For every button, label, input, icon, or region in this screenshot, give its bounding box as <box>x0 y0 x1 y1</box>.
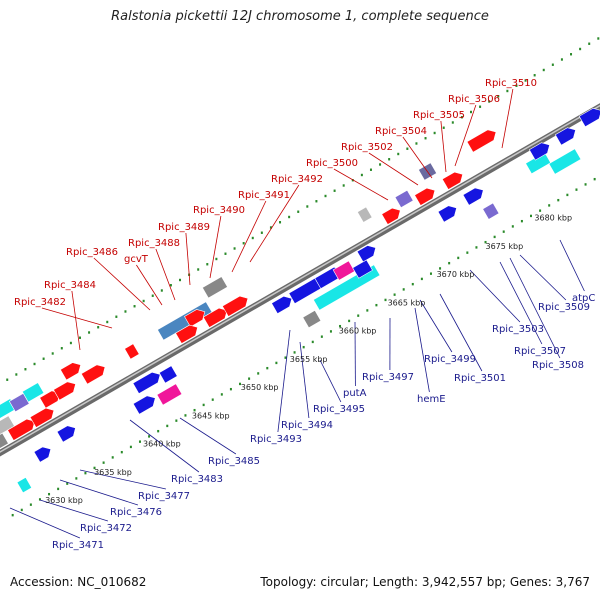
tick-label-4: 3650 kbp <box>241 383 279 392</box>
gene-feature-17 <box>221 295 249 317</box>
gene-feature-5 <box>53 381 76 401</box>
gene-feature-9 <box>29 407 55 428</box>
forward-label-2: Rpic_3486 <box>66 247 118 258</box>
forward-label-13: Rpic_3506 <box>448 94 500 105</box>
tick-label-0: 3630 kbp <box>45 496 83 505</box>
reverse-label-2: Rpic_3476 <box>110 507 162 518</box>
kbp-ticks: 3630 kbp 3635 kbp 3640 kbp 3645 kbp 3650 kbp… <box>45 214 572 506</box>
reverse-label-17: Rpic_3509 <box>538 302 590 313</box>
tick-label-5: 3655 kbp <box>290 355 328 364</box>
tick-label-8: 3670 kbp <box>437 270 475 279</box>
accession-text: Accession: NC_010682 <box>10 575 147 589</box>
label-leaders <box>9 88 585 539</box>
tick-label-3: 3645 kbp <box>192 411 230 420</box>
reverse-label-5: Rpic_3485 <box>208 456 260 467</box>
gene-feature-25 <box>271 295 293 315</box>
gene-feature-10 <box>0 432 9 449</box>
gene-feature-40 <box>462 187 484 206</box>
gene-feature-11 <box>124 343 140 360</box>
tick-label-7: 3665 kbp <box>388 298 426 307</box>
forward-label-6: Rpic_3490 <box>193 205 245 216</box>
forward-label-14: Rpic_3510 <box>485 78 537 89</box>
tick-label-1: 3635 kbp <box>94 468 132 477</box>
gene-feature-41 <box>437 205 457 223</box>
gene-feature-22 <box>56 425 76 443</box>
reverse-label-9: putA <box>343 388 367 399</box>
gene-feature-47 <box>578 107 600 128</box>
reverse-label-13: Rpic_3501 <box>454 373 506 384</box>
gene-feature-24 <box>16 476 33 494</box>
gene-feature-15 <box>175 324 198 344</box>
topology-summary: Topology: circular; Length: 3,942,557 bp… <box>260 575 590 589</box>
forward-label-12: Rpic_3505 <box>413 110 465 121</box>
reverse-label-8: Rpic_3495 <box>313 404 365 415</box>
gene-feature-3 <box>21 382 45 403</box>
reverse-label-6: Rpic_3493 <box>250 434 302 445</box>
tick-label-6: 3660 kbp <box>339 327 377 336</box>
reverse-label-3: Rpic_3477 <box>138 491 190 502</box>
gene-feature-18 <box>132 371 161 395</box>
gene-feature-23 <box>33 446 52 463</box>
reverse-label-11: hemE <box>417 394 446 405</box>
forward-label-4: Rpic_3488 <box>128 238 180 249</box>
gene-feature-2 <box>8 392 30 413</box>
reverse-label-10: Rpic_3497 <box>362 372 414 383</box>
position-dots <box>6 37 600 517</box>
reverse-label-4: Rpic_3483 <box>171 474 223 485</box>
forward-label-9: Rpic_3500 <box>306 158 358 169</box>
reverse-label-12: Rpic_3499 <box>424 354 476 365</box>
reverse-label-0: Rpic_3471 <box>52 540 104 551</box>
forward-label-5: Rpic_3489 <box>158 222 210 233</box>
gene-feature-16 <box>202 307 228 328</box>
gene-feature-21 <box>158 365 178 384</box>
map-title: Ralstonia pickettii 12J chromosome 1, co… <box>111 9 489 24</box>
gene-feature-7 <box>80 364 106 385</box>
tick-label-10: 3680 kbp <box>534 214 572 223</box>
forward-label-11: Rpic_3504 <box>375 126 427 137</box>
tick-label-2: 3640 kbp <box>143 440 181 449</box>
tick-label-9: 3675 kbp <box>486 242 524 251</box>
reverse-label-7: Rpic_3494 <box>281 420 333 431</box>
forward-label-3: gcvT <box>124 254 149 265</box>
gene-feature-31 <box>352 259 373 279</box>
reverse-label-18: atpC <box>572 293 595 304</box>
gene-feature-36 <box>414 187 436 206</box>
forward-label-10: Rpic_3502 <box>341 142 393 153</box>
gene-feature-20 <box>156 383 183 406</box>
gene-feature-6 <box>59 362 82 381</box>
gene-labels: Rpic_3482 Rpic_3484 Rpic_3486 gcvT Rpic_3488… <box>14 78 595 551</box>
chromosome-backbone <box>0 103 600 457</box>
gene-feature-45 <box>528 142 550 161</box>
forward-label-8: Rpic_3492 <box>271 174 323 185</box>
reverse-label-15: Rpic_3507 <box>514 346 566 357</box>
gene-feature-30 <box>302 309 322 329</box>
gene-feature-8 <box>7 418 36 441</box>
gene-feature-38 <box>441 171 464 190</box>
forward-label-7: Rpic_3491 <box>238 190 290 201</box>
gene-feature-46 <box>554 127 576 146</box>
gene-feature-29 <box>312 264 381 311</box>
gene-feature-35 <box>394 189 414 209</box>
gene-feature-19 <box>132 395 156 415</box>
gene-feature-34 <box>381 207 401 225</box>
gene-feature-13 <box>201 276 228 299</box>
gene-feature-32 <box>356 245 377 263</box>
gene-feature-39 <box>466 129 497 153</box>
gene-feature-44 <box>548 148 582 175</box>
gene-feature-42 <box>482 202 500 220</box>
reverse-label-16: Rpic_3508 <box>532 360 584 371</box>
gene-feature-33 <box>356 206 373 223</box>
reverse-label-1: Rpic_3472 <box>80 523 132 534</box>
forward-label-0: Rpic_3482 <box>14 297 66 308</box>
reverse-label-14: Rpic_3503 <box>492 324 544 335</box>
forward-label-1: Rpic_3484 <box>44 280 96 291</box>
